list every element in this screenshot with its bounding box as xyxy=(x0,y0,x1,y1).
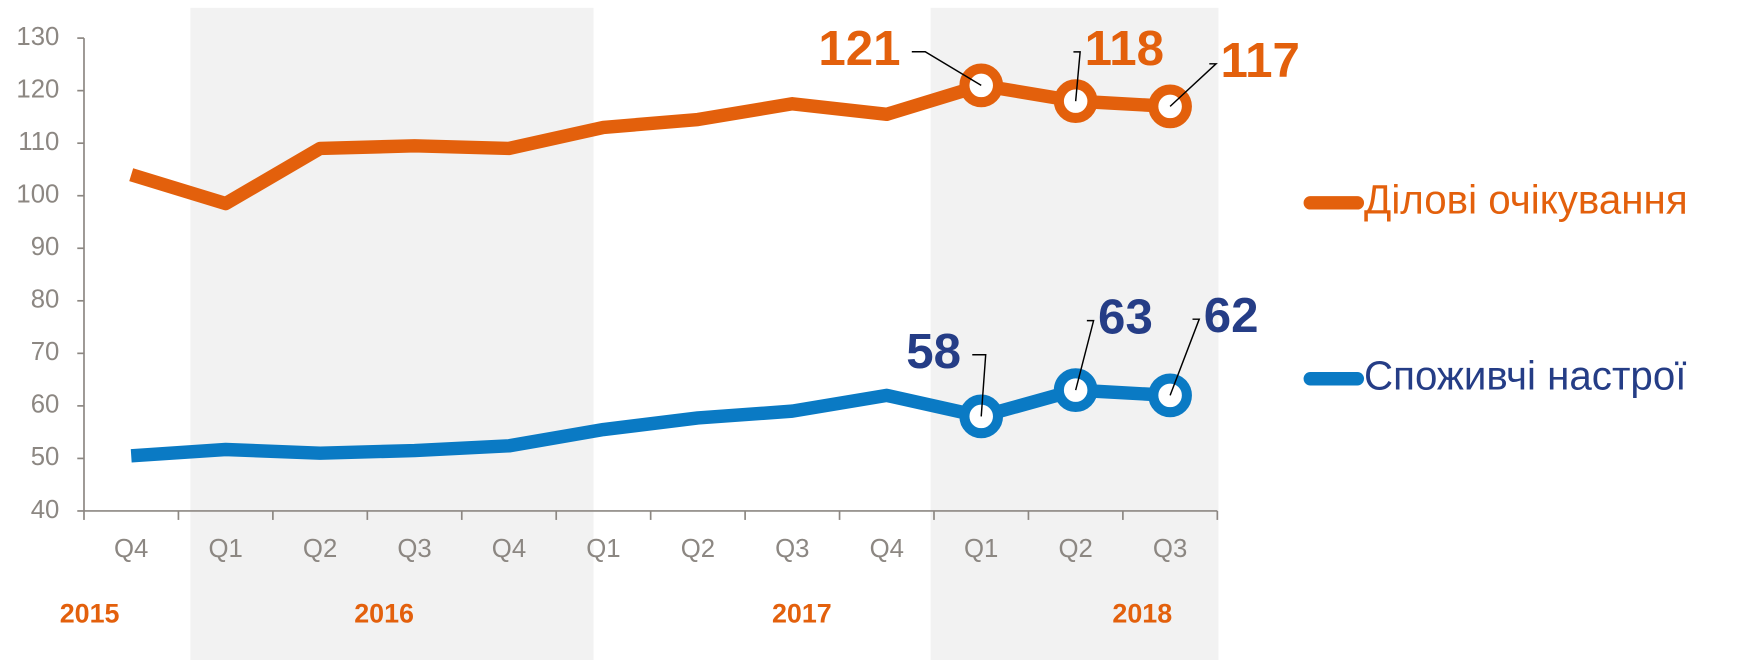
data-label: 118 xyxy=(1085,21,1164,76)
leader-line xyxy=(1074,319,1095,391)
legend-label: Ділові очікування xyxy=(1364,176,1688,222)
y-tick-label: 100 xyxy=(16,181,59,209)
y-tick-label: 50 xyxy=(31,443,60,471)
x-tick-label: Q3 xyxy=(397,535,431,563)
y-tick-label: 40 xyxy=(31,496,60,524)
y-tick-label: 130 xyxy=(16,23,59,51)
leader-line xyxy=(1169,63,1218,107)
legend-label: Споживчі настрої xyxy=(1364,352,1686,398)
y-tick-label: 110 xyxy=(18,128,59,156)
point-marker xyxy=(1148,373,1192,418)
x-tick-label: Q3 xyxy=(775,535,809,563)
data-label: 121 xyxy=(818,21,900,76)
x-tick-label: Q4 xyxy=(114,535,148,563)
leader-line xyxy=(911,51,982,87)
x-tick-label: Q1 xyxy=(208,535,242,563)
x-tick-label: Q4 xyxy=(870,535,904,563)
leader-line xyxy=(1073,51,1081,102)
year-label: 2016 xyxy=(354,598,414,628)
point-marker xyxy=(959,394,1004,439)
data-label: 63 xyxy=(1098,290,1153,345)
x-tick-label: Q1 xyxy=(964,535,998,563)
x-tick-label: Q4 xyxy=(492,535,526,563)
data-label: 117 xyxy=(1221,33,1300,88)
year-label: 2018 xyxy=(1112,598,1172,628)
y-tick-label: 60 xyxy=(31,391,60,419)
x-tick-label: Q1 xyxy=(586,535,620,563)
data-label: 62 xyxy=(1204,288,1259,343)
y-tick-label: 90 xyxy=(31,233,60,261)
x-tick-label: Q2 xyxy=(1058,535,1092,563)
y-tick-label: 70 xyxy=(31,338,60,366)
year-band xyxy=(190,7,594,660)
y-tick-label: 120 xyxy=(16,75,59,103)
y-tick-label: 80 xyxy=(31,286,60,314)
x-tick-label: Q2 xyxy=(681,535,715,563)
year-label: 2015 xyxy=(60,598,120,628)
year-label: 2017 xyxy=(772,598,832,628)
data-label: 58 xyxy=(906,324,961,379)
leader-line xyxy=(1169,318,1201,396)
x-tick-label: Q2 xyxy=(303,535,337,563)
x-tick-label: Q3 xyxy=(1153,535,1187,563)
leader-line xyxy=(972,354,987,417)
